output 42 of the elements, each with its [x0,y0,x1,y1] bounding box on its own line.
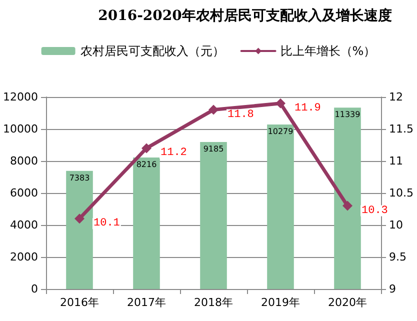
y-tick-label: 12000 [2,90,38,104]
bar [334,108,361,289]
x-tick-label: 2017年 [126,296,166,309]
data-label: 11339 [334,110,360,120]
y2-tick-label: 11.5 [389,122,414,136]
data-label: 10279 [268,127,294,136]
y2-tick-label: 9.5 [389,250,406,264]
y-tick-label: 10000 [2,122,38,136]
y2-tick-label: 9 [389,282,396,296]
point [141,143,152,154]
data-label: 9185 [203,144,224,154]
y-tick-label: 6000 [10,186,38,200]
x-tick-label: 2016年 [60,296,99,309]
x-tick-label: 2018年 [194,296,233,309]
bar [133,158,160,289]
y-tick-label: 8000 [10,154,38,168]
y2-tick-label: 11 [389,154,403,168]
data-label: 11.9 [294,102,321,114]
data-label: 10.3 [362,204,388,217]
bar [200,142,227,289]
point [276,98,286,108]
point [342,200,352,211]
data-label: 8216 [136,160,157,170]
chart-title: 2016-2020年农村居民可支配收入及增长速度 [98,7,392,24]
y-tick-label: 0 [30,282,38,296]
point [74,214,84,224]
legend-label: 比上年增长（%） [280,44,376,58]
data-label: 11.8 [227,108,254,121]
y-tick-label: 4000 [10,218,38,232]
data-label: 7383 [69,173,90,182]
data-label: 10.1 [93,218,120,230]
y-tick-label: 2000 [10,250,38,264]
y2-tick-label: 10 [389,218,403,232]
x-tick-label: 2020年 [328,296,367,309]
legend-label: 农村居民可支配收入（元） [80,44,224,58]
bar [66,170,93,289]
bar [267,124,294,289]
y2-tick-label: 12 [389,90,403,104]
point [208,104,218,115]
x-tick-label: 2019年 [261,296,300,309]
y2-tick-label: 10.5 [389,186,414,200]
data-label: 11.2 [160,147,187,160]
